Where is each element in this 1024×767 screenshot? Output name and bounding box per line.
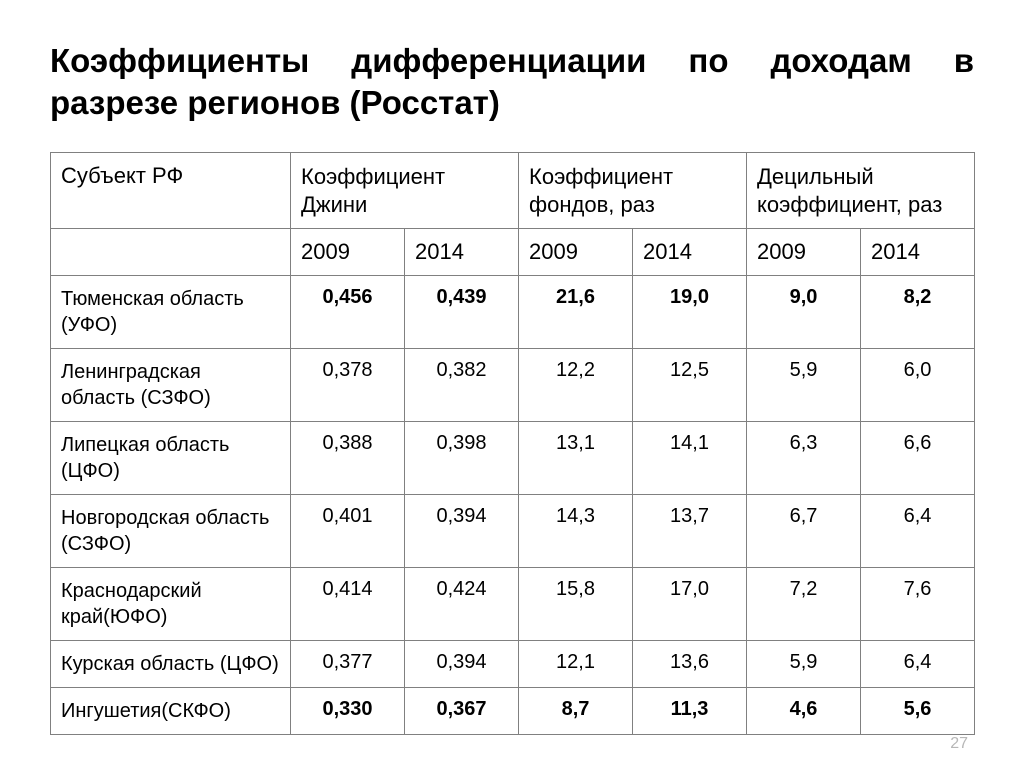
value-cell: 0,398: [405, 422, 519, 495]
value-cell: 0,382: [405, 349, 519, 422]
value-cell: 0,394: [405, 641, 519, 688]
value-cell: 0,401: [291, 495, 405, 568]
value-cell: 0,330: [291, 688, 405, 735]
table-row: Курская область (ЦФО)0,3770,39412,113,65…: [51, 641, 975, 688]
value-cell: 13,6: [633, 641, 747, 688]
value-cell: 4,6: [747, 688, 861, 735]
value-cell: 7,6: [861, 568, 975, 641]
value-cell: 5,9: [747, 641, 861, 688]
value-cell: 0,394: [405, 495, 519, 568]
slide-container: Коэффициенты дифференциации по доходам в…: [0, 0, 1024, 735]
table-row: Тюменская область (УФО)0,4560,43921,619,…: [51, 276, 975, 349]
value-cell: 7,2: [747, 568, 861, 641]
value-cell: 6,4: [861, 495, 975, 568]
subject-cell: Краснодарский край(ЮФО): [51, 568, 291, 641]
value-cell: 5,9: [747, 349, 861, 422]
value-cell: 0,388: [291, 422, 405, 495]
value-cell: 14,3: [519, 495, 633, 568]
data-table: Субъект РФ Коэффициент Джини Коэффициент…: [50, 152, 975, 735]
value-cell: 6,3: [747, 422, 861, 495]
header-row-years: 2009 2014 2009 2014 2009 2014: [51, 229, 975, 276]
value-cell: 0,424: [405, 568, 519, 641]
table-head: Субъект РФ Коэффициент Джини Коэффициент…: [51, 153, 975, 276]
header-group-decile: Децильный коэффициент, раз: [747, 153, 975, 229]
value-cell: 13,7: [633, 495, 747, 568]
year-cell: 2009: [747, 229, 861, 276]
subject-cell: Тюменская область (УФО): [51, 276, 291, 349]
page-number: 27: [950, 735, 968, 753]
value-cell: 0,377: [291, 641, 405, 688]
year-cell: 2009: [519, 229, 633, 276]
value-cell: 12,1: [519, 641, 633, 688]
value-cell: 13,1: [519, 422, 633, 495]
value-cell: 9,0: [747, 276, 861, 349]
value-cell: 21,6: [519, 276, 633, 349]
header-group-gini: Коэффициент Джини: [291, 153, 519, 229]
year-cell: 2009: [291, 229, 405, 276]
value-cell: 11,3: [633, 688, 747, 735]
value-cell: 6,6: [861, 422, 975, 495]
subject-cell: Ленинградская область (СЗФО): [51, 349, 291, 422]
value-cell: 6,0: [861, 349, 975, 422]
value-cell: 0,456: [291, 276, 405, 349]
table-row: Липецкая область (ЦФО)0,3880,39813,114,1…: [51, 422, 975, 495]
value-cell: 0,378: [291, 349, 405, 422]
subject-cell: Новгородская область (СЗФО): [51, 495, 291, 568]
subject-cell: Ингушетия(СКФО): [51, 688, 291, 735]
table-row: Ингушетия(СКФО)0,3300,3678,711,34,65,6: [51, 688, 975, 735]
value-cell: 6,4: [861, 641, 975, 688]
header-empty: [51, 229, 291, 276]
table-body: Тюменская область (УФО)0,4560,43921,619,…: [51, 276, 975, 735]
value-cell: 5,6: [861, 688, 975, 735]
year-cell: 2014: [633, 229, 747, 276]
table-row: Ленинградская область (СЗФО)0,3780,38212…: [51, 349, 975, 422]
value-cell: 8,7: [519, 688, 633, 735]
header-row-groups: Субъект РФ Коэффициент Джини Коэффициент…: [51, 153, 975, 229]
value-cell: 17,0: [633, 568, 747, 641]
table-row: Новгородская область (СЗФО)0,4010,39414,…: [51, 495, 975, 568]
subject-cell: Курская область (ЦФО): [51, 641, 291, 688]
value-cell: 19,0: [633, 276, 747, 349]
table-row: Краснодарский край(ЮФО)0,4140,42415,817,…: [51, 568, 975, 641]
value-cell: 14,1: [633, 422, 747, 495]
value-cell: 12,2: [519, 349, 633, 422]
value-cell: 0,439: [405, 276, 519, 349]
header-subject: Субъект РФ: [51, 153, 291, 229]
subject-cell: Липецкая область (ЦФО): [51, 422, 291, 495]
value-cell: 0,414: [291, 568, 405, 641]
header-group-funds: Коэффициент фондов, раз: [519, 153, 747, 229]
year-cell: 2014: [405, 229, 519, 276]
value-cell: 15,8: [519, 568, 633, 641]
value-cell: 6,7: [747, 495, 861, 568]
year-cell: 2014: [861, 229, 975, 276]
value-cell: 8,2: [861, 276, 975, 349]
value-cell: 12,5: [633, 349, 747, 422]
value-cell: 0,367: [405, 688, 519, 735]
page-title: Коэффициенты дифференциации по доходам в…: [50, 40, 974, 124]
